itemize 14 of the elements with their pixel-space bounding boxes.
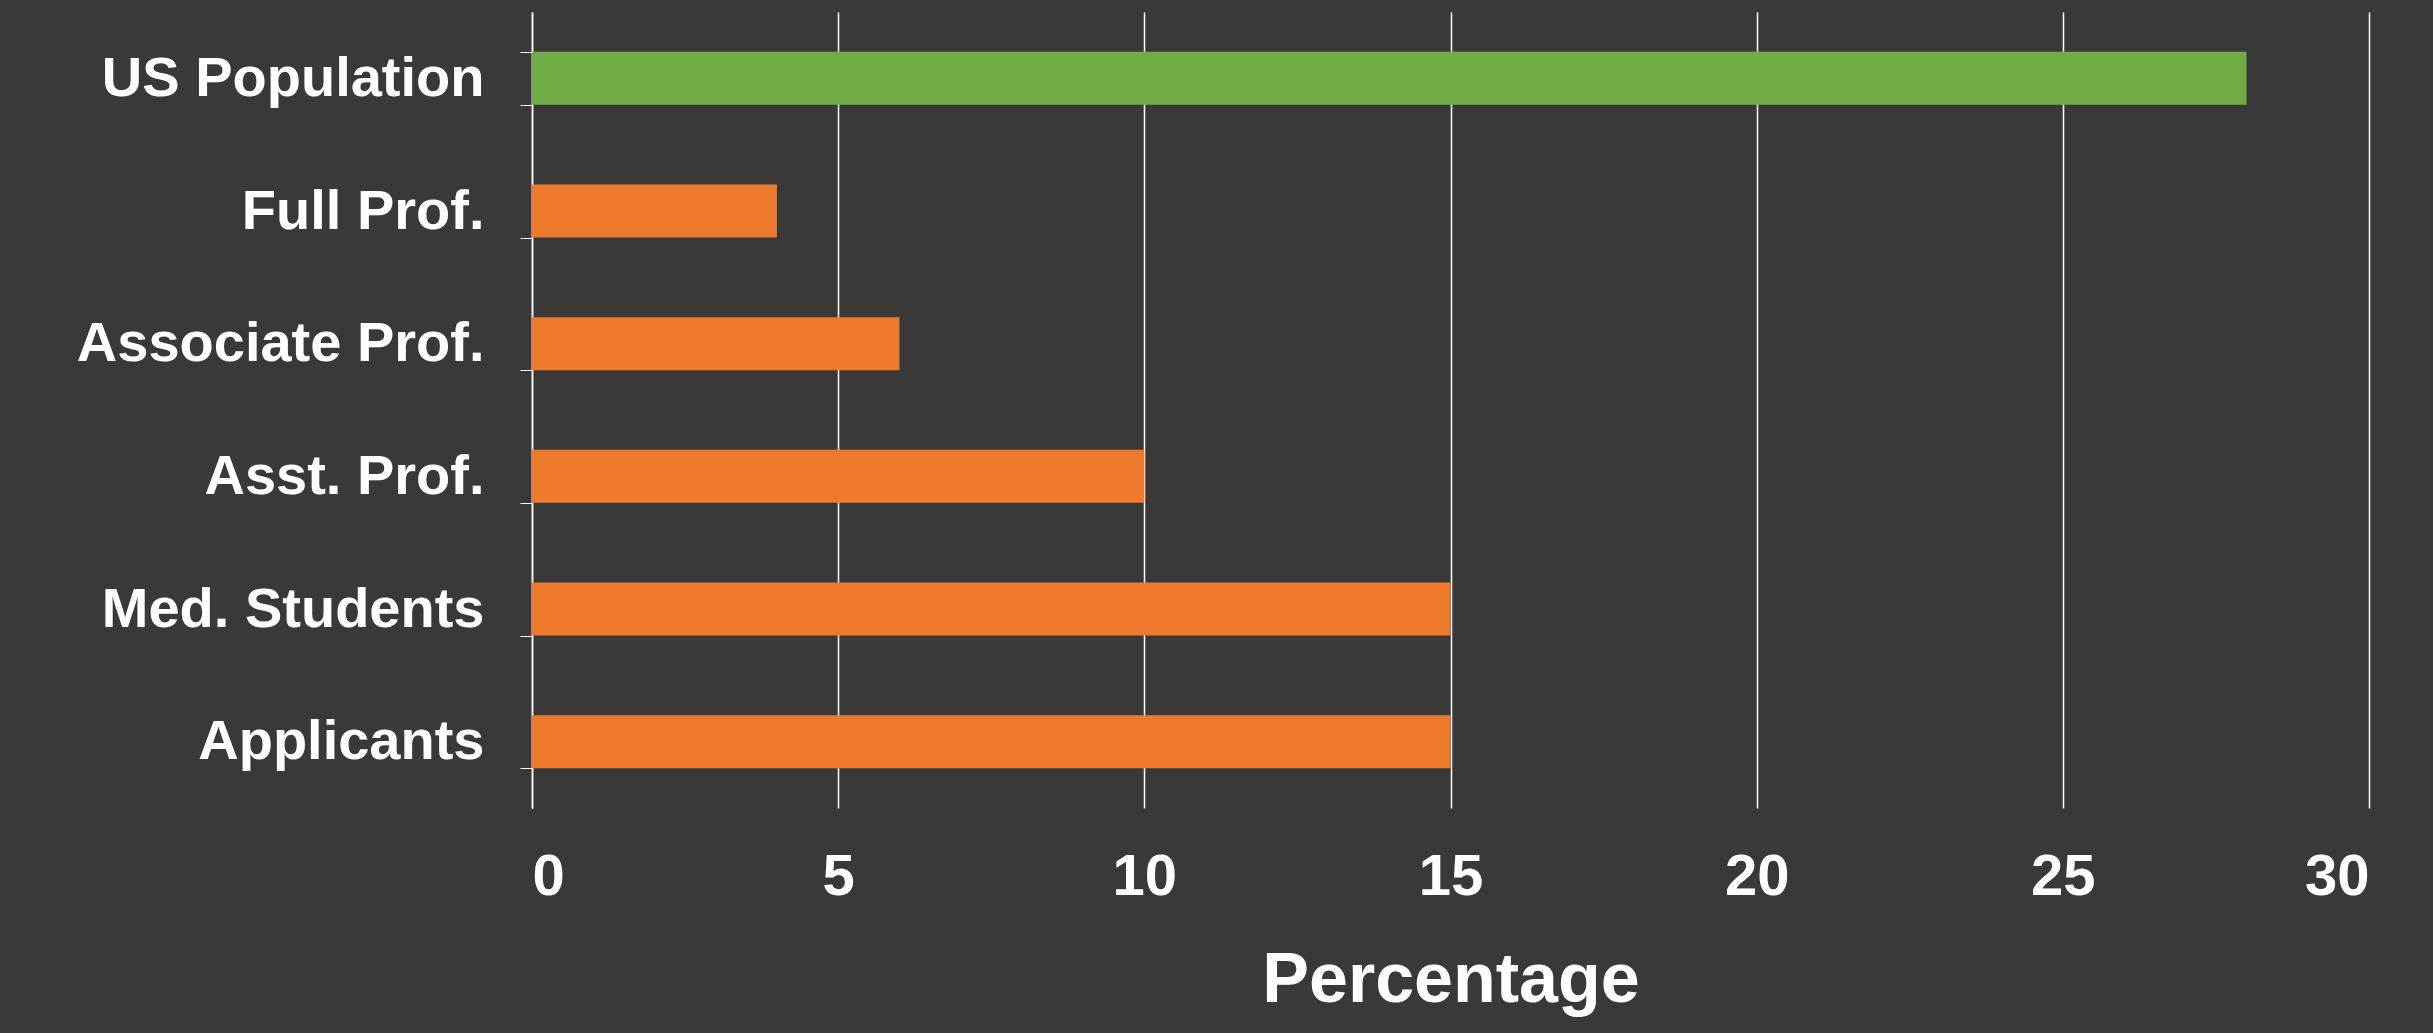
x-tick-label: 30: [2304, 841, 2370, 907]
x-tick-label: 15: [1418, 841, 1484, 907]
x-tick-label: 20: [1724, 841, 1790, 907]
x-tick-label: 25: [2031, 841, 2096, 907]
y-tick-label: Med. Students: [101, 575, 485, 639]
y-tick-label: Associate Prof.: [76, 310, 485, 374]
x-axis-title: Percentage: [1262, 938, 1640, 1017]
x-tick-label: 5: [822, 841, 855, 907]
y-tick-label: Full Prof.: [241, 177, 485, 241]
x-tick-label: 10: [1112, 841, 1178, 907]
x-tick-label: 0: [532, 841, 565, 907]
y-tick-label: US Population: [101, 44, 485, 108]
y-tick-label: Asst. Prof.: [204, 442, 485, 506]
y-tick-label: Applicants: [198, 708, 485, 772]
